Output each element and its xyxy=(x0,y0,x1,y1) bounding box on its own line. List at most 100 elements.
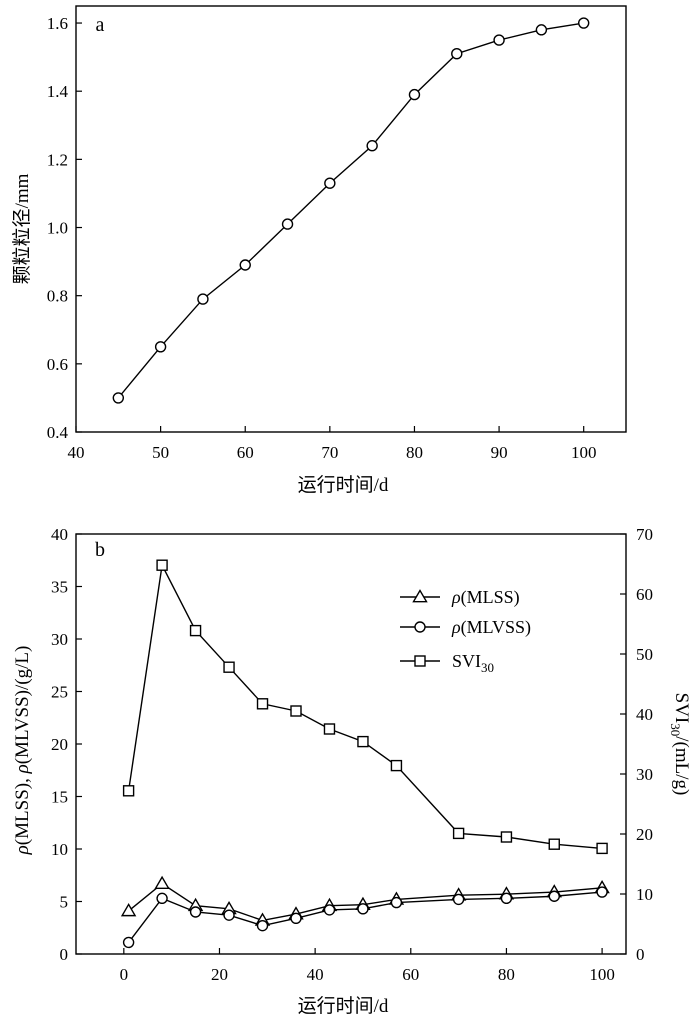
panel-b-mlvss-point xyxy=(452,893,465,906)
panel-b-x-axis-title: 运行时间/d xyxy=(298,995,389,1017)
panel-a-label: a xyxy=(96,14,105,36)
legend-label-part: (MLSS) xyxy=(461,587,520,608)
panel-b-y2-tick-label: 20 xyxy=(636,825,653,844)
panel-a-x-tick-label: 70 xyxy=(321,443,338,462)
panel-b-mlvss-point xyxy=(323,904,336,916)
panel-a-data-point xyxy=(112,392,125,404)
panel-b-y-axis-title-part: ρ xyxy=(12,764,33,774)
panel-a-y-tick-label: 0.8 xyxy=(47,287,68,306)
panel-b-y-axis-title-part: (MLSS), xyxy=(12,773,33,845)
panel-b-svi30-point xyxy=(357,735,369,748)
panel-a-data-point xyxy=(451,48,463,60)
panel-b-mlvss-point xyxy=(156,892,168,905)
panel-a-y-tick-label: 1.2 xyxy=(47,150,68,169)
panel-a-y-tick-label: 1.4 xyxy=(47,82,69,101)
panel-b-y2-axis-title-part: 30 xyxy=(668,723,683,736)
legend-mlvss-marker xyxy=(414,621,426,633)
panel-b-y2-axis-title-part: /(mL/g) xyxy=(671,736,692,795)
panel-b-svi30-line xyxy=(127,562,603,850)
panel-b-mlvss-point xyxy=(223,909,235,921)
panel-a-y-tick-label: 0.6 xyxy=(47,355,68,374)
panel-b-mlvss-point xyxy=(189,906,202,918)
panel-b-mlvss-point xyxy=(290,912,302,924)
panel-a-data-point xyxy=(535,24,548,36)
panel-b-y-tick-label: 25 xyxy=(51,683,68,702)
panel-b-y2-axis-title: SVI30/(mL/g) xyxy=(668,693,692,796)
panel-b-x-tick-label: 0 xyxy=(120,965,129,984)
panel-b-svi30-point xyxy=(223,661,235,673)
panel-a-x-tick-label: 100 xyxy=(571,443,597,462)
panel-b-x-tick-label: 20 xyxy=(211,965,228,984)
panel-b-y-axis-title: ρ(MLSS), ρ(MLVSS)/(g/L) xyxy=(12,646,33,856)
panel-b-y-tick-label: 15 xyxy=(51,788,68,807)
panel-a-y-axis-title: 颗粒粒径/mm xyxy=(11,173,33,284)
legend-mlss-marker xyxy=(412,589,428,603)
panel-b-svi30-point xyxy=(256,698,269,710)
panel-a-data-point xyxy=(366,140,378,152)
panel-b-svi30-point xyxy=(548,838,560,850)
panel-a-data-point xyxy=(197,293,209,305)
panel-b-y-axis-title-part: (MLVSS)/(g/L) xyxy=(12,646,33,765)
panel-a-series-line xyxy=(117,22,584,399)
panel-a-data-point xyxy=(239,259,251,271)
panel-b-mlvss-point xyxy=(500,892,513,905)
panel-b-svi30-point xyxy=(122,785,135,797)
panel-b-svi30-point xyxy=(290,705,302,717)
legend-svi30-label: SVI30 xyxy=(452,651,494,675)
panel-a-y-tick-label: 1.0 xyxy=(47,219,68,238)
panel-b-svi30-point xyxy=(189,624,202,637)
panel-b-svi30-point xyxy=(390,759,403,772)
panel-b-y-axis-title-part: ρ xyxy=(12,845,33,855)
legend-label-part: ρ xyxy=(451,587,461,607)
panel-b-y2-tick-label: 10 xyxy=(636,885,653,904)
panel-b-x-tick-label: 40 xyxy=(307,965,324,984)
panel-b-mlvss-line xyxy=(128,891,603,943)
panel-b-x-tick-label: 60 xyxy=(402,965,419,984)
panel-b-svi30-point xyxy=(156,559,168,571)
panel-a-data-point xyxy=(493,34,505,46)
panel-b-svi30-point xyxy=(500,831,513,843)
legend-svi30-marker xyxy=(414,655,426,667)
legend-label-part: 30 xyxy=(481,660,494,675)
legend-label-part: SVI xyxy=(452,651,481,671)
panel-b-mlvss-point xyxy=(357,903,369,915)
legend-label-part: ρ xyxy=(451,617,461,637)
panel-a-frame xyxy=(75,5,627,433)
panel-b-y-tick-label: 5 xyxy=(60,893,69,912)
panel-b-mlss-point xyxy=(120,903,137,917)
panel-b-y2-tick-label: 40 xyxy=(636,705,653,724)
panel-b-x-tick-label: 80 xyxy=(498,965,515,984)
panel-b-y2-tick-label: 70 xyxy=(636,525,653,544)
panel-b-mlvss-point xyxy=(596,886,608,898)
panel-b-y2-axis-title-part: SVI xyxy=(671,693,692,724)
panel-b-mlvss-point xyxy=(256,919,269,932)
panel-b-mlss-point xyxy=(154,875,170,890)
panel-a-data-point xyxy=(154,341,167,353)
panel-a-x-tick-label: 40 xyxy=(68,443,85,462)
panel-b-mlvss-point xyxy=(122,936,135,949)
panel-a-x-tick-label: 50 xyxy=(152,443,169,462)
panel-b-mlvss-point xyxy=(548,890,560,902)
panel-b-y-tick-label: 35 xyxy=(51,578,68,597)
panel-b-y-tick-label: 30 xyxy=(51,630,68,649)
panel-b-y2-tick-label: 50 xyxy=(636,645,653,664)
panel-a-data-point xyxy=(324,177,336,189)
legend-mlvss-label: ρ(MLVSS) xyxy=(451,617,531,638)
panel-b-svi30-point xyxy=(452,827,465,840)
panel-b-x-tick-label: 100 xyxy=(589,965,615,984)
panel-b-y2-tick-label: 60 xyxy=(636,585,653,604)
panel-b-label: b xyxy=(95,539,105,561)
panel-b-svi30-point xyxy=(323,723,336,735)
panel-b-y2-tick-label: 0 xyxy=(636,945,645,964)
panel-b-y-tick-label: 10 xyxy=(51,840,68,859)
panel-a-x-tick-label: 80 xyxy=(406,443,423,462)
panel-b-y2-tick-label: 30 xyxy=(636,765,653,784)
panel-a-x-axis-title: 运行时间/d xyxy=(298,474,389,496)
panel-a-data-point xyxy=(281,218,294,230)
panel-b-frame xyxy=(75,533,627,955)
panel-a-x-tick-label: 60 xyxy=(237,443,254,462)
panel-a-data-point xyxy=(408,88,421,101)
panel-a-y-tick-label: 0.4 xyxy=(47,423,69,442)
panel-a-y-tick-label: 1.6 xyxy=(47,14,68,33)
